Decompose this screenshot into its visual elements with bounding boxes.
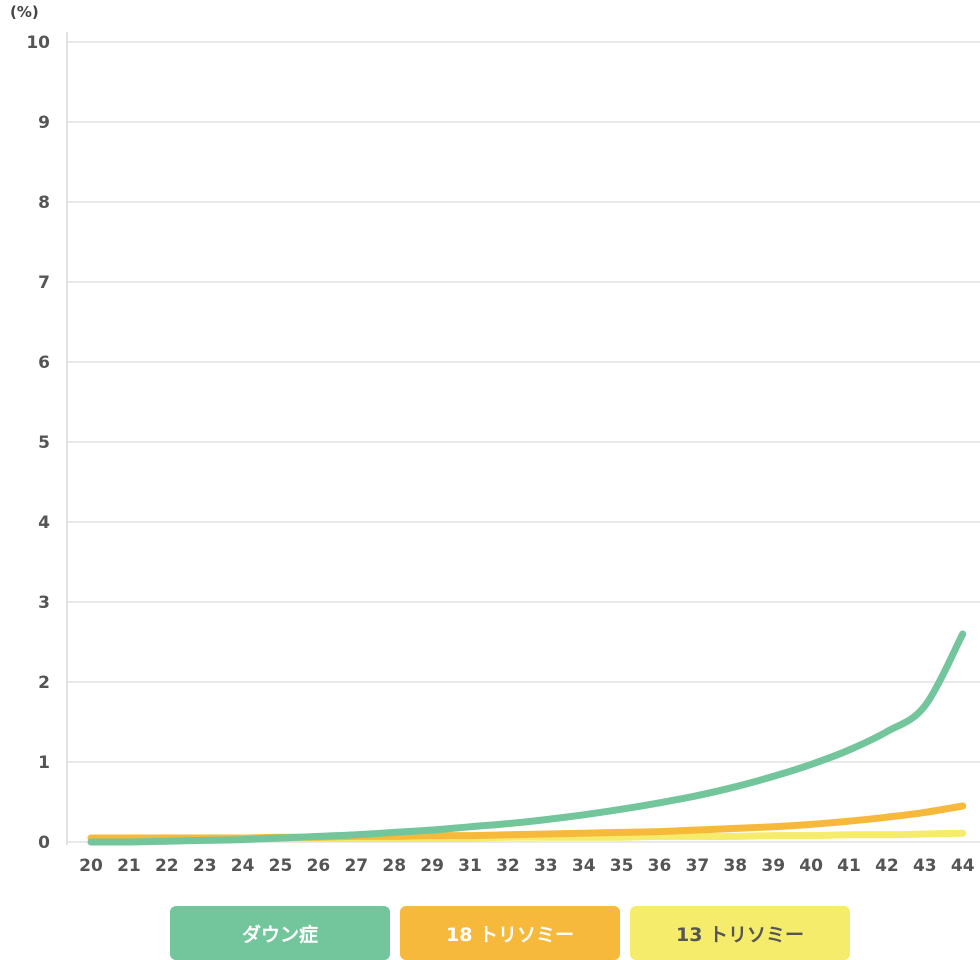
x-tick-label: 40 <box>799 856 823 876</box>
x-tick-label: 28 <box>382 856 406 876</box>
x-tick-label: 37 <box>686 856 710 876</box>
y-unit-label: (%) <box>10 3 39 21</box>
y-tick-label: 2 <box>38 673 50 693</box>
x-tick-label: 29 <box>420 856 444 876</box>
y-tick-label: 0 <box>38 833 50 853</box>
legend: ダウン症 18 トリソミー 13 トリソミー <box>170 906 850 960</box>
x-tick-label: 43 <box>913 856 937 876</box>
legend-item[interactable]: 13 トリソミー <box>630 906 850 960</box>
y-tick-label: 8 <box>38 193 50 213</box>
y-axis-ticks: 0 1 2 3 4 5 6 7 8 9 10 <box>26 33 50 853</box>
y-tick-label: 1 <box>38 753 50 773</box>
legend-item[interactable]: 18 トリソミー <box>400 906 620 960</box>
y-tick-label: 5 <box>38 433 50 453</box>
x-tick-label: 23 <box>193 856 217 876</box>
x-axis-ticks: 20 21 22 23 24 25 26 27 28 29 31 32 33 34 35 36 37 38 39 40… <box>79 856 975 876</box>
y-tick-label: 6 <box>38 353 50 373</box>
x-tick-label: 41 <box>837 856 861 876</box>
x-tick-label: 38 <box>723 856 747 876</box>
x-tick-label: 33 <box>534 856 558 876</box>
x-tick-label: 32 <box>496 856 520 876</box>
x-tick-label: 24 <box>231 856 255 876</box>
x-tick-label: 39 <box>761 856 785 876</box>
x-tick-label: 42 <box>875 856 899 876</box>
y-tick-label: 3 <box>38 593 50 613</box>
x-tick-label: 44 <box>951 856 975 876</box>
x-tick-label: 21 <box>117 856 141 876</box>
series-lines <box>87 630 967 846</box>
x-tick-label: 22 <box>155 856 179 876</box>
legend-item[interactable]: ダウン症 <box>170 906 390 960</box>
x-tick-label: 25 <box>269 856 293 876</box>
y-tick-label: 7 <box>38 273 50 293</box>
x-tick-label: 31 <box>458 856 482 876</box>
x-tick-label: 27 <box>344 856 368 876</box>
x-tick-label: 34 <box>572 856 596 876</box>
x-tick-label: 20 <box>79 856 103 876</box>
y-tick-label: 4 <box>38 513 50 533</box>
x-tick-label: 26 <box>307 856 331 876</box>
gridlines <box>67 41 980 843</box>
x-tick-label: 36 <box>648 856 672 876</box>
y-tick-label: 9 <box>38 113 50 133</box>
y-tick-label: 10 <box>26 33 50 53</box>
series-line-0 <box>87 630 967 846</box>
x-tick-label: 35 <box>610 856 634 876</box>
